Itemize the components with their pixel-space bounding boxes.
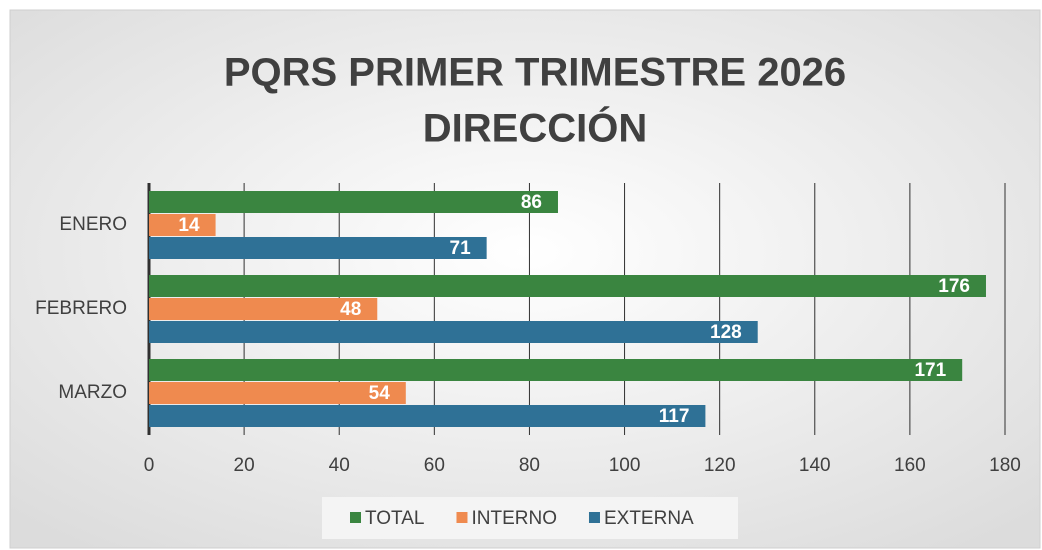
y-tick-label: ENERO bbox=[59, 214, 127, 235]
bar bbox=[149, 405, 706, 427]
data-label: 128 bbox=[710, 322, 742, 343]
legend-swatch bbox=[588, 512, 600, 523]
x-tick-label: 120 bbox=[704, 455, 736, 476]
x-tick-label: 80 bbox=[519, 455, 540, 476]
x-tick-label: 100 bbox=[609, 455, 641, 476]
x-tick-label: 140 bbox=[799, 455, 831, 476]
x-tick-label: 20 bbox=[234, 455, 255, 476]
x-tick-label: 160 bbox=[894, 455, 926, 476]
legend-label: TOTAL bbox=[365, 508, 424, 529]
data-label: 14 bbox=[178, 215, 200, 236]
x-tick-label: 180 bbox=[989, 455, 1021, 476]
legend-box bbox=[322, 497, 738, 539]
bar bbox=[149, 298, 378, 320]
data-label: 171 bbox=[914, 360, 946, 381]
legend-label: INTERNO bbox=[471, 508, 557, 529]
bar bbox=[149, 214, 216, 236]
data-label: 176 bbox=[938, 276, 970, 297]
y-tick-label: FEBRERO bbox=[35, 298, 127, 319]
bar bbox=[149, 382, 406, 404]
x-tick-label: 0 bbox=[144, 455, 155, 476]
bar bbox=[149, 237, 487, 259]
x-tick-label: 60 bbox=[424, 455, 445, 476]
data-label: 54 bbox=[369, 383, 391, 404]
bar bbox=[149, 191, 558, 213]
bar bbox=[149, 359, 963, 381]
chart-title: PQRS PRIMER TRIMESTRE 2026 bbox=[224, 51, 846, 95]
data-label: 117 bbox=[659, 406, 690, 427]
data-label: 71 bbox=[450, 238, 472, 259]
chart-title: DIRECCIÓN bbox=[423, 105, 647, 151]
data-label: 48 bbox=[340, 299, 361, 320]
legend-swatch bbox=[350, 512, 361, 523]
y-tick-label: MARZO bbox=[58, 382, 127, 403]
data-label: 86 bbox=[521, 192, 542, 213]
bar bbox=[149, 321, 758, 343]
bar bbox=[149, 275, 986, 297]
legend-label: EXTERNA bbox=[604, 508, 694, 529]
x-tick-label: 40 bbox=[329, 455, 350, 476]
legend-swatch bbox=[456, 512, 468, 523]
